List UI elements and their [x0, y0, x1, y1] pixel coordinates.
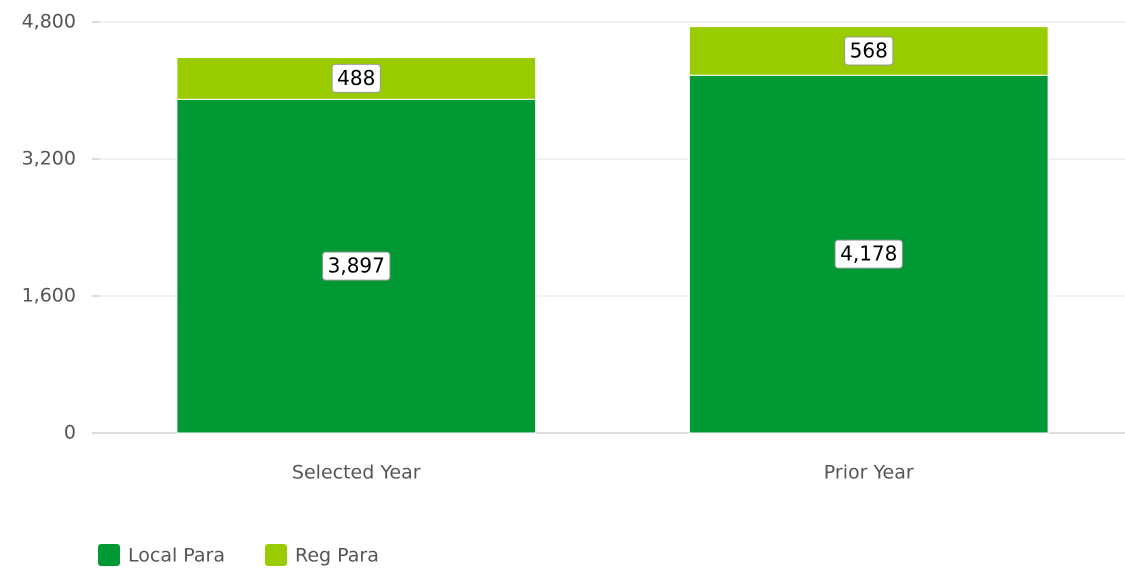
- legend-swatch: [98, 544, 120, 566]
- data-label-text: 488: [337, 66, 375, 90]
- legend-label: Reg Para: [295, 545, 379, 567]
- legend-label: Local Para: [128, 545, 225, 567]
- data-label: 3,897: [322, 251, 391, 281]
- x-tick-label: Selected Year: [292, 462, 421, 484]
- data-label: 488: [331, 63, 381, 93]
- data-label-box: [844, 36, 894, 66]
- x-tick-label: Prior Year: [824, 462, 914, 484]
- data-label: 4,178: [834, 239, 903, 269]
- data-label-text: 568: [850, 38, 888, 62]
- data-label-box: [834, 239, 903, 269]
- legend-swatch: [265, 544, 287, 566]
- y-tick-label: 4,800: [22, 11, 76, 33]
- data-label: 568: [844, 36, 894, 66]
- data-label-box: [331, 63, 381, 93]
- y-tick-label: 3,200: [22, 148, 76, 170]
- data-label-text: 3,897: [328, 254, 385, 278]
- data-label-box: [322, 251, 391, 281]
- y-tick-label: 1,600: [22, 285, 76, 307]
- y-tick-label: 0: [64, 422, 76, 444]
- data-label-text: 4,178: [840, 242, 897, 266]
